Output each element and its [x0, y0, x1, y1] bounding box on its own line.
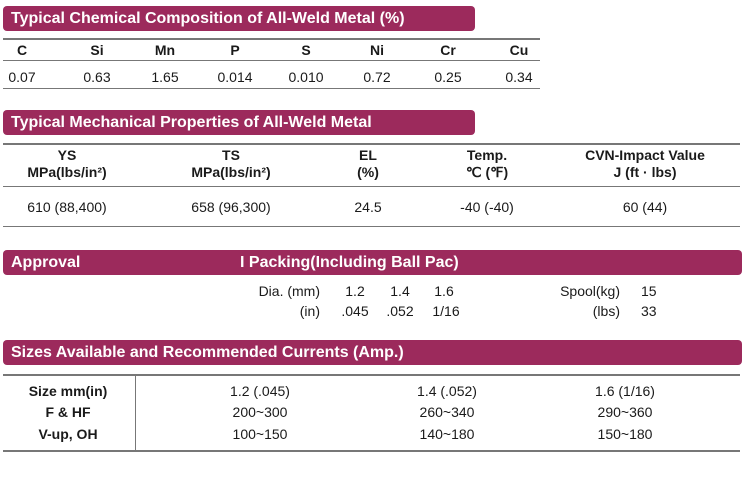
chem-value: 0.014 — [217, 69, 253, 85]
chem-value: 0.72 — [363, 69, 391, 85]
chem-header: Cu — [509, 42, 529, 58]
mech-header: YS — [57, 147, 77, 163]
chem-value: 0.010 — [288, 69, 324, 85]
mech-header-unit: (%) — [357, 164, 379, 180]
spool-kg-value: 15 — [641, 283, 657, 299]
mech-value: 60 (44) — [622, 199, 668, 215]
size-row-value: 100~150 — [232, 426, 288, 442]
dia-mm-value: 1.2 — [345, 283, 365, 299]
divider — [3, 38, 540, 40]
divider — [3, 88, 540, 89]
chem-header: P — [230, 42, 240, 58]
mech-value: 658 (96,300) — [191, 199, 271, 215]
spool-lbs-label: (lbs) — [592, 303, 620, 319]
dia-mm-value: 1.4 — [390, 283, 410, 299]
size-row-label: Size mm(in) — [28, 383, 108, 399]
divider — [3, 226, 740, 227]
chem-value: 0.34 — [505, 69, 533, 85]
mech-header-unit: J (ft · lbs) — [613, 164, 677, 180]
chem-header: C — [16, 42, 28, 58]
divider — [3, 143, 740, 145]
approval-packing-header: Approval I Packing(Including Ball Pac) — [3, 250, 742, 275]
mech-header: CVN-Impact Value — [585, 147, 705, 163]
chem-value: 0.25 — [434, 69, 462, 85]
mech-value: 610 (88,400) — [27, 199, 107, 215]
column-divider — [135, 375, 136, 450]
chem-header: Mn — [154, 42, 176, 58]
mechanical-properties-header: Typical Mechanical Properties of All-Wel… — [3, 110, 475, 135]
dia-in-value: .045 — [341, 303, 369, 319]
chem-header: S — [301, 42, 311, 58]
mech-value: -40 (-40) — [460, 199, 514, 215]
size-row-value: 290~360 — [597, 404, 653, 420]
chem-header: Si — [90, 42, 104, 58]
dia-mm-label: Dia. (mm) — [258, 283, 320, 299]
divider — [3, 450, 740, 452]
chem-header: Cr — [440, 42, 456, 58]
divider — [3, 374, 740, 376]
size-row-value: 150~180 — [597, 426, 653, 442]
mech-header-unit: ℃ (℉) — [465, 164, 509, 180]
spool-kg-label: Spool(kg) — [560, 283, 620, 299]
size-row-value: 1.6 (1/16) — [595, 383, 655, 399]
mech-header: TS — [222, 147, 240, 163]
dia-in-value: 1/16 — [432, 303, 460, 319]
size-row-value: 200~300 — [232, 404, 288, 420]
chem-value: 0.07 — [8, 69, 36, 85]
mech-value: 24.5 — [354, 199, 382, 215]
chem-header: Ni — [370, 42, 384, 58]
chem-value: 1.65 — [151, 69, 179, 85]
divider — [3, 186, 740, 187]
chem-value: 0.63 — [83, 69, 111, 85]
dia-in-label: (in) — [299, 303, 320, 319]
size-row-value: 140~180 — [419, 426, 475, 442]
size-row-value: 1.4 (.052) — [417, 383, 477, 399]
size-row-label: V-up, OH — [38, 426, 98, 442]
chemical-composition-header: Typical Chemical Composition of All-Weld… — [3, 6, 475, 31]
dia-in-value: .052 — [386, 303, 414, 319]
divider — [3, 60, 540, 61]
size-row-label: F & HF — [45, 404, 91, 420]
mech-header-unit: MPa(lbs/in²) — [191, 164, 271, 180]
mech-header: EL — [359, 147, 377, 163]
packing-title: I Packing(Including Ball Pac) — [240, 254, 459, 271]
sizes-currents-header: Sizes Available and Recommended Currents… — [3, 340, 742, 365]
size-row-value: 1.2 (.045) — [230, 383, 290, 399]
spool-lbs-value: 33 — [641, 303, 657, 319]
mech-header-unit: MPa(lbs/in²) — [27, 164, 107, 180]
mech-header: Temp. — [466, 147, 508, 163]
size-row-value: 260~340 — [419, 404, 475, 420]
dia-mm-value: 1.6 — [434, 283, 454, 299]
approval-title: Approval — [11, 254, 81, 271]
